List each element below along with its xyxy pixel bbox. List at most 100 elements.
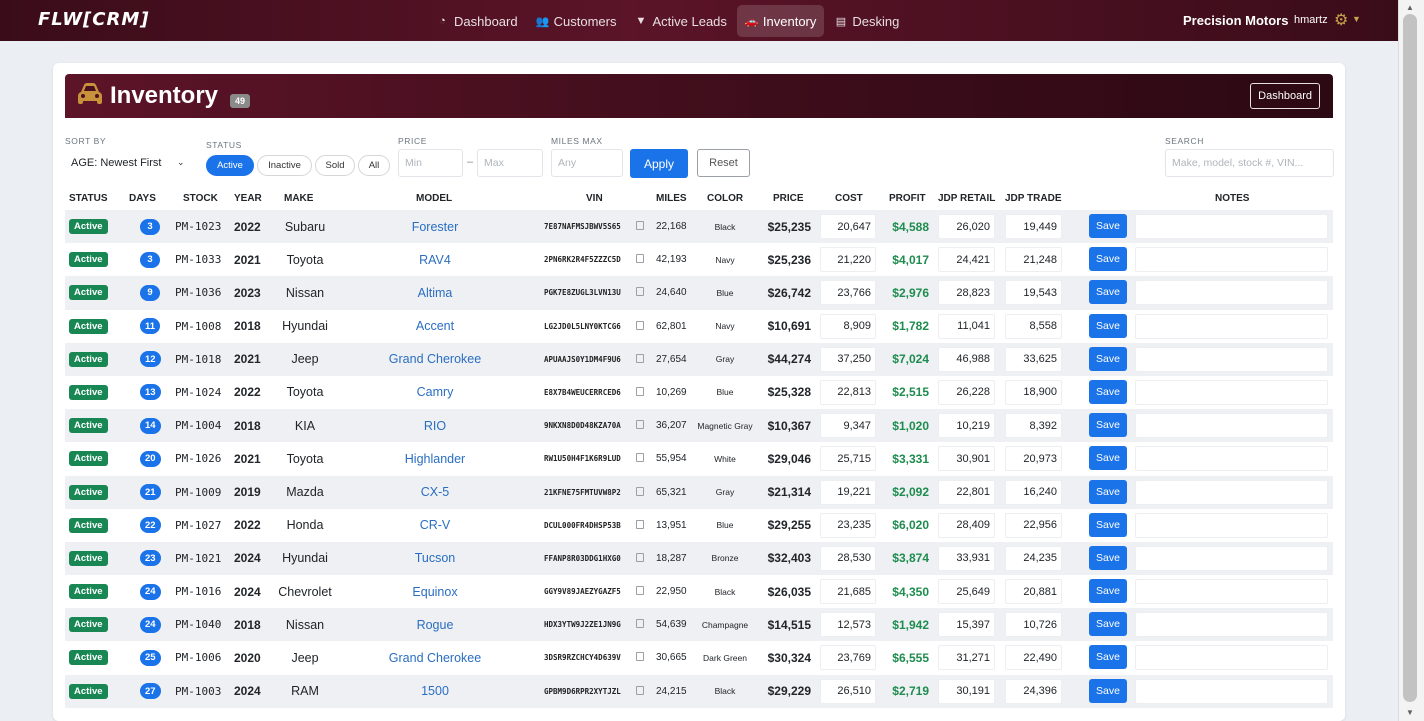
stock-number[interactable]: PM-1018 [175,352,222,366]
cost-input[interactable]: 19,221 [820,479,876,505]
copy-icon[interactable] [636,254,644,264]
col-price[interactable]: PRICE [773,193,804,204]
notes-input[interactable] [1135,214,1328,239]
col-cost[interactable]: COST [835,193,863,204]
model-link[interactable]: CR-V [419,518,451,533]
save-button[interactable]: Save [1089,579,1127,604]
cost-input[interactable]: 12,573 [820,612,876,638]
nav-inventory[interactable]: 🚗 Inventory [736,5,825,37]
scroll-down-arrow[interactable]: ▼ [1406,708,1414,717]
status-pill-inactive[interactable]: Inactive [257,155,312,176]
stock-number[interactable]: PM-1006 [175,651,222,665]
model-link[interactable]: RIO [423,418,447,433]
notes-input[interactable] [1135,479,1328,505]
model-link[interactable]: CX-5 [420,485,450,499]
table-row[interactable]: Active 23 PM-1021 2024 Hyundai Tucson FFANP8R0… [65,541,1333,576]
jdp-retail-input[interactable]: 30,191 [938,678,995,704]
save-button[interactable]: Save [1089,247,1127,272]
page-scrollbar[interactable]: ▲ ▼ [1398,0,1424,721]
table-row[interactable]: Active 24 PM-1016 2024 Chevrolet Equinox GGY9V… [65,575,1333,608]
miles-max-input[interactable]: Any [551,149,623,177]
reset-button[interactable]: Reset [697,149,750,177]
save-button[interactable]: Save [1089,479,1127,504]
cost-input[interactable]: 21,220 [820,247,876,273]
jdp-trade-input[interactable]: 33,625 [1005,346,1062,372]
model-link[interactable]: Forester [411,219,459,234]
notes-input[interactable] [1135,545,1328,571]
jdp-trade-input[interactable]: 24,235 [1005,545,1062,571]
notes-input[interactable] [1135,313,1328,339]
col-year[interactable]: YEAR [234,193,262,204]
table-row[interactable]: Active 9 PM-1036 2023 Nissan Altima PGK7E8ZUGL… [65,276,1333,310]
jdp-trade-input[interactable]: 16,240 [1005,479,1062,505]
copy-icon[interactable] [636,320,644,330]
nav-customers[interactable]: 👥 Customers [528,5,625,37]
stock-number[interactable]: PM-1023 [175,220,222,233]
stock-number[interactable]: PM-1040 [175,618,222,632]
jdp-retail-input[interactable]: 31,271 [938,645,995,671]
save-button[interactable]: Save [1089,313,1127,338]
stock-number[interactable]: PM-1033 [175,253,222,267]
jdp-trade-input[interactable]: 19,449 [1005,214,1062,239]
jdp-retail-input[interactable]: 30,901 [938,446,995,472]
col-model[interactable]: MODEL [416,193,453,204]
save-button[interactable]: Save [1089,346,1127,371]
cost-input[interactable]: 8,909 [820,313,876,339]
table-row[interactable]: Active 20 PM-1026 2021 Toyota Highlander RW1U5… [65,442,1333,475]
table-row[interactable]: Active 12 PM-1018 2021 Jeep Grand Cherokee APU… [65,342,1333,376]
notes-input[interactable] [1135,512,1328,538]
dashboard-button[interactable]: Dashboard [1250,83,1320,109]
col-vin[interactable]: VIN [586,193,603,204]
jdp-retail-input[interactable]: 15,397 [938,612,995,638]
nav-active-leads[interactable]: ▼ Active Leads [626,5,734,37]
scrollbar-thumb[interactable] [1403,14,1417,702]
app-logo[interactable]: FLW[CRM] [38,9,150,30]
save-button[interactable]: Save [1089,446,1127,471]
save-button[interactable]: Save [1089,214,1127,238]
chevron-down-icon[interactable]: ⌄ [177,157,185,167]
model-link[interactable]: Rogue [416,617,454,632]
stock-number[interactable]: PM-1016 [175,585,222,599]
copy-icon[interactable] [636,386,644,396]
cost-input[interactable]: 23,235 [820,512,876,538]
stock-number[interactable]: PM-1003 [175,684,222,698]
scroll-up-arrow[interactable]: ▲ [1406,3,1414,12]
table-row[interactable]: Active 13 PM-1024 2022 Toyota Camry E8X7B4WEUC… [65,376,1333,409]
stock-number[interactable]: PM-1036 [175,286,222,300]
table-row[interactable]: Active 14 PM-1004 2018 KIA RIO 9NKXN8D0D48KZA7… [65,409,1333,443]
jdp-trade-input[interactable]: 22,490 [1005,645,1062,671]
jdp-retail-input[interactable]: 10,219 [938,413,995,439]
copy-icon[interactable] [636,453,644,463]
stock-number[interactable]: PM-1027 [175,518,222,532]
copy-icon[interactable] [636,519,644,529]
col-jdp-retail[interactable]: JDP RETAIL [938,193,996,204]
notes-input[interactable] [1135,579,1328,605]
jdp-trade-input[interactable]: 8,558 [1005,313,1062,339]
stock-number[interactable]: PM-1004 [175,419,222,433]
col-stock[interactable]: STOCK [183,193,218,204]
jdp-trade-input[interactable]: 8,392 [1005,413,1062,439]
search-input[interactable]: Make, model, stock #, VIN... [1165,149,1334,177]
model-link[interactable]: Altima [417,285,453,300]
table-row[interactable]: Active 11 PM-1008 2018 Hyundai Accent LG2JD0L5… [65,310,1333,343]
save-button[interactable]: Save [1089,612,1127,637]
copy-icon[interactable] [636,685,644,695]
jdp-retail-input[interactable]: 24,421 [938,247,995,273]
stock-number[interactable]: PM-1026 [175,452,222,466]
col-miles[interactable]: MILES [656,193,687,204]
notes-input[interactable] [1135,346,1328,372]
jdp-trade-input[interactable]: 10,726 [1005,612,1062,638]
jdp-retail-input[interactable]: 11,041 [938,313,995,339]
model-link[interactable]: Grand Cherokee [388,352,482,367]
table-row[interactable]: Active 25 PM-1006 2020 Jeep Grand Cherokee 3DS… [65,641,1333,674]
cost-input[interactable]: 23,769 [820,645,876,671]
table-row[interactable]: Active 21 PM-1009 2019 Mazda CX-5 21KFNE75FMTU… [65,475,1333,509]
jdp-trade-input[interactable]: 20,973 [1005,446,1062,472]
cost-input[interactable]: 20,647 [820,214,876,239]
copy-icon[interactable] [636,619,644,629]
stock-number[interactable]: PM-1021 [175,551,222,565]
notes-input[interactable] [1135,247,1328,273]
copy-icon[interactable] [636,586,644,596]
table-row[interactable]: Active 24 PM-1040 2018 Nissan Rogue HDX3YTW9J2… [65,608,1333,642]
cost-input[interactable]: 26,510 [820,678,876,704]
